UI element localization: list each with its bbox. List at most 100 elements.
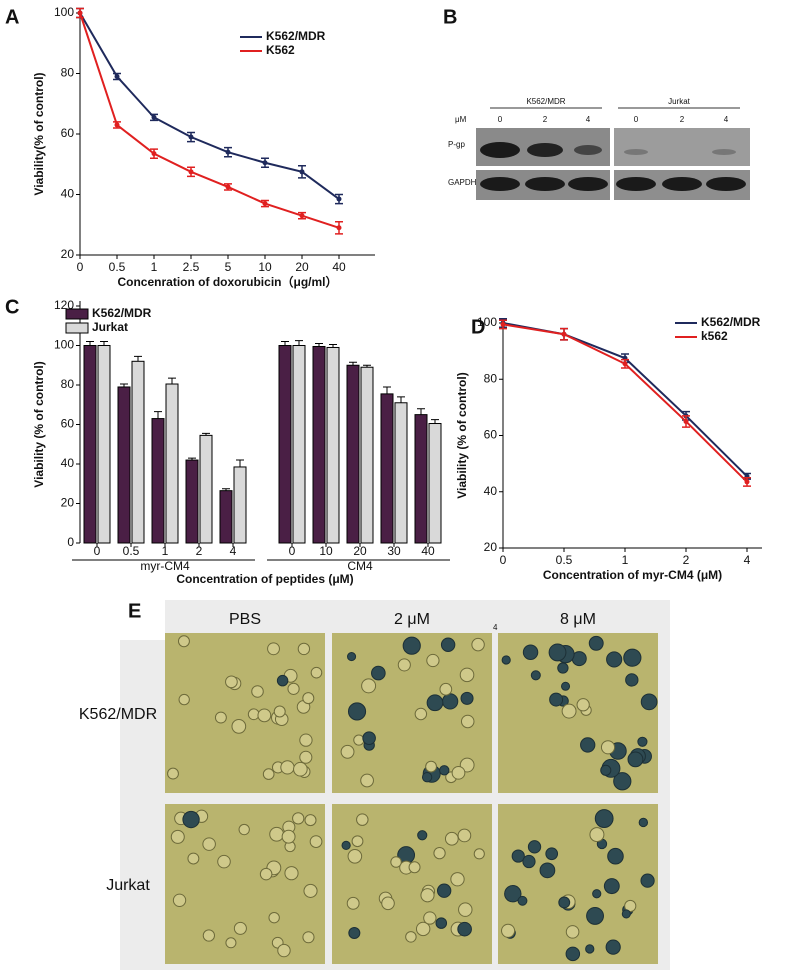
point	[77, 10, 83, 16]
cell	[549, 692, 564, 707]
band	[706, 177, 746, 191]
cell	[439, 682, 453, 696]
cell	[202, 929, 216, 942]
error-bar	[315, 343, 323, 347]
x-tick-label: 30	[387, 544, 401, 558]
point	[561, 331, 567, 337]
cell	[347, 702, 367, 721]
series-line	[79, 12, 340, 229]
cell	[607, 847, 624, 865]
cell	[302, 692, 315, 705]
column-label: PBS	[229, 611, 261, 628]
cell	[340, 744, 355, 759]
point	[299, 169, 305, 175]
cell	[580, 737, 596, 753]
point	[225, 149, 231, 155]
cell	[425, 760, 437, 773]
cell	[545, 847, 559, 861]
cell	[231, 719, 247, 734]
error-bar	[329, 344, 337, 348]
cell	[214, 711, 227, 724]
cell	[299, 733, 313, 747]
group-label: K562/MDR	[526, 97, 565, 106]
cell	[605, 939, 621, 955]
row-label: K562/MDR	[79, 706, 157, 723]
micrograph	[498, 804, 658, 964]
point	[299, 213, 305, 219]
cell	[450, 872, 465, 887]
cell	[600, 764, 612, 776]
bar	[326, 346, 340, 544]
cell	[356, 813, 369, 826]
point	[683, 418, 689, 424]
blot-strip	[614, 128, 750, 166]
cell	[177, 635, 190, 648]
label-bg	[120, 600, 165, 640]
band	[624, 149, 648, 155]
error-bar	[383, 386, 391, 394]
cell	[561, 681, 571, 691]
dose-label: 4	[724, 115, 729, 124]
cell	[460, 714, 475, 729]
error-bar	[431, 419, 439, 424]
x-tick-label: 40	[421, 544, 435, 558]
error-bar	[86, 341, 94, 346]
legend-label: K562/MDR	[92, 306, 152, 320]
cell	[442, 693, 459, 710]
cell	[297, 642, 311, 656]
cell	[303, 883, 318, 898]
cell	[621, 909, 631, 919]
x-tick-label: 10	[258, 260, 272, 274]
cell	[259, 867, 273, 881]
cell	[390, 856, 402, 868]
legend-label: K562	[266, 43, 295, 57]
y-tick-label: 100	[54, 5, 74, 19]
cell	[182, 810, 200, 829]
cell	[457, 828, 472, 843]
band	[480, 142, 520, 158]
cell	[170, 829, 185, 844]
y-tick-label: 80	[61, 377, 75, 391]
cell	[517, 895, 528, 906]
cell	[421, 772, 433, 783]
cell	[257, 708, 272, 723]
cell	[522, 854, 536, 869]
cell	[501, 655, 511, 665]
cell	[600, 740, 616, 755]
cell	[217, 854, 231, 869]
cell	[435, 917, 448, 929]
point	[114, 74, 120, 80]
cell	[440, 637, 456, 652]
cell	[346, 896, 360, 910]
cell	[511, 849, 525, 863]
cell	[638, 817, 649, 828]
cell	[361, 678, 377, 694]
cell	[299, 750, 313, 764]
cell	[426, 694, 444, 712]
cell	[530, 670, 541, 681]
cell	[548, 643, 567, 662]
x-axis-label: Concentration of myr-CM4 (μM)	[543, 568, 722, 582]
bar	[165, 383, 179, 544]
row-label: P-gp	[448, 140, 465, 149]
cell	[351, 835, 364, 848]
bar	[312, 345, 326, 544]
bar	[346, 364, 360, 544]
legend-swatch	[65, 308, 89, 320]
legend-label: k562	[701, 329, 728, 343]
point	[744, 479, 750, 485]
dose-label: 2	[680, 115, 685, 124]
cell	[471, 637, 485, 652]
cell	[348, 926, 361, 940]
cell	[458, 902, 473, 917]
x-tick-label: 40	[332, 260, 346, 274]
x-tick-label: 0.5	[123, 544, 140, 558]
cell	[360, 773, 374, 788]
cell	[225, 675, 238, 689]
cell	[558, 896, 571, 909]
cell	[267, 642, 280, 656]
y-tick-label: 20	[484, 540, 498, 554]
cell	[302, 931, 315, 944]
group-label: myr-CM4	[140, 559, 190, 573]
cell	[589, 827, 605, 843]
